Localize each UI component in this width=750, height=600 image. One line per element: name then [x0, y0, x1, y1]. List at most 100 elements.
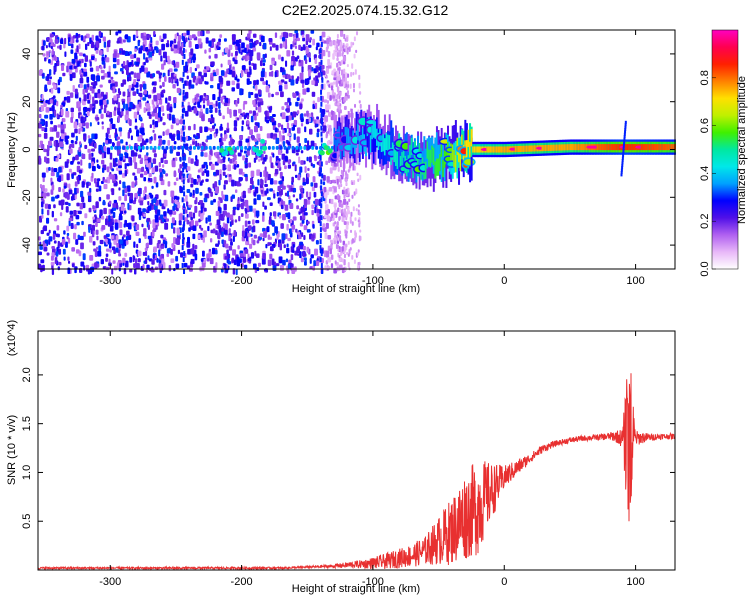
noise-cell — [228, 228, 231, 234]
noise-cell — [235, 46, 238, 51]
noise-cell — [315, 75, 319, 80]
signal-cell — [492, 146, 495, 153]
noise-cell — [122, 234, 126, 238]
noise-cell — [92, 96, 95, 104]
signal-cell — [547, 144, 550, 151]
noise-cell — [299, 60, 304, 67]
noise-cell — [219, 213, 223, 218]
noise-cell — [187, 248, 192, 255]
noise-cell — [305, 191, 309, 198]
noise-cell — [38, 113, 42, 119]
noise-cell — [295, 32, 299, 39]
noise-cell — [336, 57, 339, 62]
noise-cell — [281, 233, 286, 241]
noise-cell — [169, 149, 173, 154]
noise-cell — [159, 116, 163, 122]
noise-cell — [140, 65, 145, 72]
noise-cell — [164, 241, 168, 249]
noise-cell — [116, 59, 120, 66]
noise-cell — [86, 182, 89, 189]
noise-cell — [256, 97, 260, 101]
noise-cell — [204, 81, 209, 85]
noise-cell — [285, 258, 289, 263]
noise-cell — [350, 211, 353, 217]
noise-cell — [71, 173, 74, 179]
noise-cell — [303, 225, 308, 231]
noise-cell — [299, 72, 304, 80]
noise-cell — [286, 74, 291, 79]
noise-cell — [112, 174, 116, 181]
noise-cell — [281, 56, 284, 62]
colorbar-tick-label: 0.0 — [699, 261, 711, 276]
noise-cell — [111, 246, 116, 251]
noise-cell — [237, 197, 240, 201]
noise-cell — [105, 257, 108, 262]
noise-cell — [292, 249, 295, 253]
noise-cell — [262, 253, 266, 260]
signal-cell — [664, 144, 667, 151]
noise-cell — [102, 36, 106, 42]
noise-cell — [166, 253, 170, 258]
noise-cell — [85, 33, 90, 39]
noise-cell — [321, 70, 326, 76]
signal-cell — [350, 137, 353, 155]
noise-cell — [204, 126, 208, 133]
noise-cell — [355, 49, 358, 54]
noise-cell — [173, 267, 176, 272]
noise-cell — [322, 174, 326, 181]
signal-cell — [365, 112, 368, 143]
signal-cell — [599, 144, 602, 151]
noise-cell — [344, 96, 348, 101]
noise-cell — [209, 148, 213, 156]
noise-cell — [269, 202, 273, 207]
noise-cell — [150, 194, 154, 199]
noise-cell — [274, 168, 279, 175]
colorbar-ticks: 0.00.20.40.60.8 — [699, 70, 716, 277]
noise-cell — [304, 258, 307, 263]
noise-cell — [38, 133, 42, 138]
noise-cell — [54, 109, 57, 117]
noise-cell — [79, 141, 82, 146]
noise-cell — [209, 127, 213, 133]
noise-cell — [196, 64, 200, 69]
noise-cell — [291, 224, 296, 230]
noise-cell — [250, 170, 255, 177]
noise-cell — [218, 137, 222, 143]
noise-cell — [129, 101, 133, 109]
noise-cell — [52, 95, 56, 99]
noise-cell — [225, 243, 229, 249]
noise-cell — [262, 54, 266, 60]
noise-cell — [208, 188, 212, 194]
noise-cell — [239, 135, 244, 140]
noise-cell — [353, 36, 356, 42]
noise-cell — [233, 259, 237, 266]
noise-cell — [233, 229, 237, 237]
noise-cell — [124, 152, 127, 159]
signal-cell — [440, 139, 443, 157]
signal-cell — [383, 138, 386, 156]
noise-cell — [146, 217, 151, 222]
noise-cell — [272, 136, 276, 140]
noise-cell — [302, 44, 306, 51]
noise-cell — [145, 242, 149, 248]
noise-stripe-cell — [321, 173, 324, 179]
signal-cell — [502, 146, 505, 153]
noise-cell — [186, 30, 190, 36]
noise-cell — [119, 239, 123, 245]
noise-cell — [288, 101, 292, 106]
snr-panel: -300 -200 -100 0 100 0.51.01.52.0 Height of … — [6, 320, 676, 595]
snr-y-ticks: 0.51.01.52.0 — [21, 367, 675, 529]
noise-cell — [302, 245, 306, 251]
noise-cell — [296, 97, 300, 101]
noise-cell — [284, 155, 288, 162]
signal-cell — [185, 145, 189, 150]
noise-stripe-cell — [181, 227, 184, 233]
noise-cell — [198, 71, 202, 77]
noise-cell — [160, 245, 165, 249]
signal-cell — [620, 168, 623, 172]
noise-cell — [329, 248, 332, 255]
noise-cell — [242, 224, 245, 231]
noise-cell — [198, 211, 201, 217]
noise-cell — [284, 81, 288, 85]
noise-cell — [278, 158, 281, 162]
